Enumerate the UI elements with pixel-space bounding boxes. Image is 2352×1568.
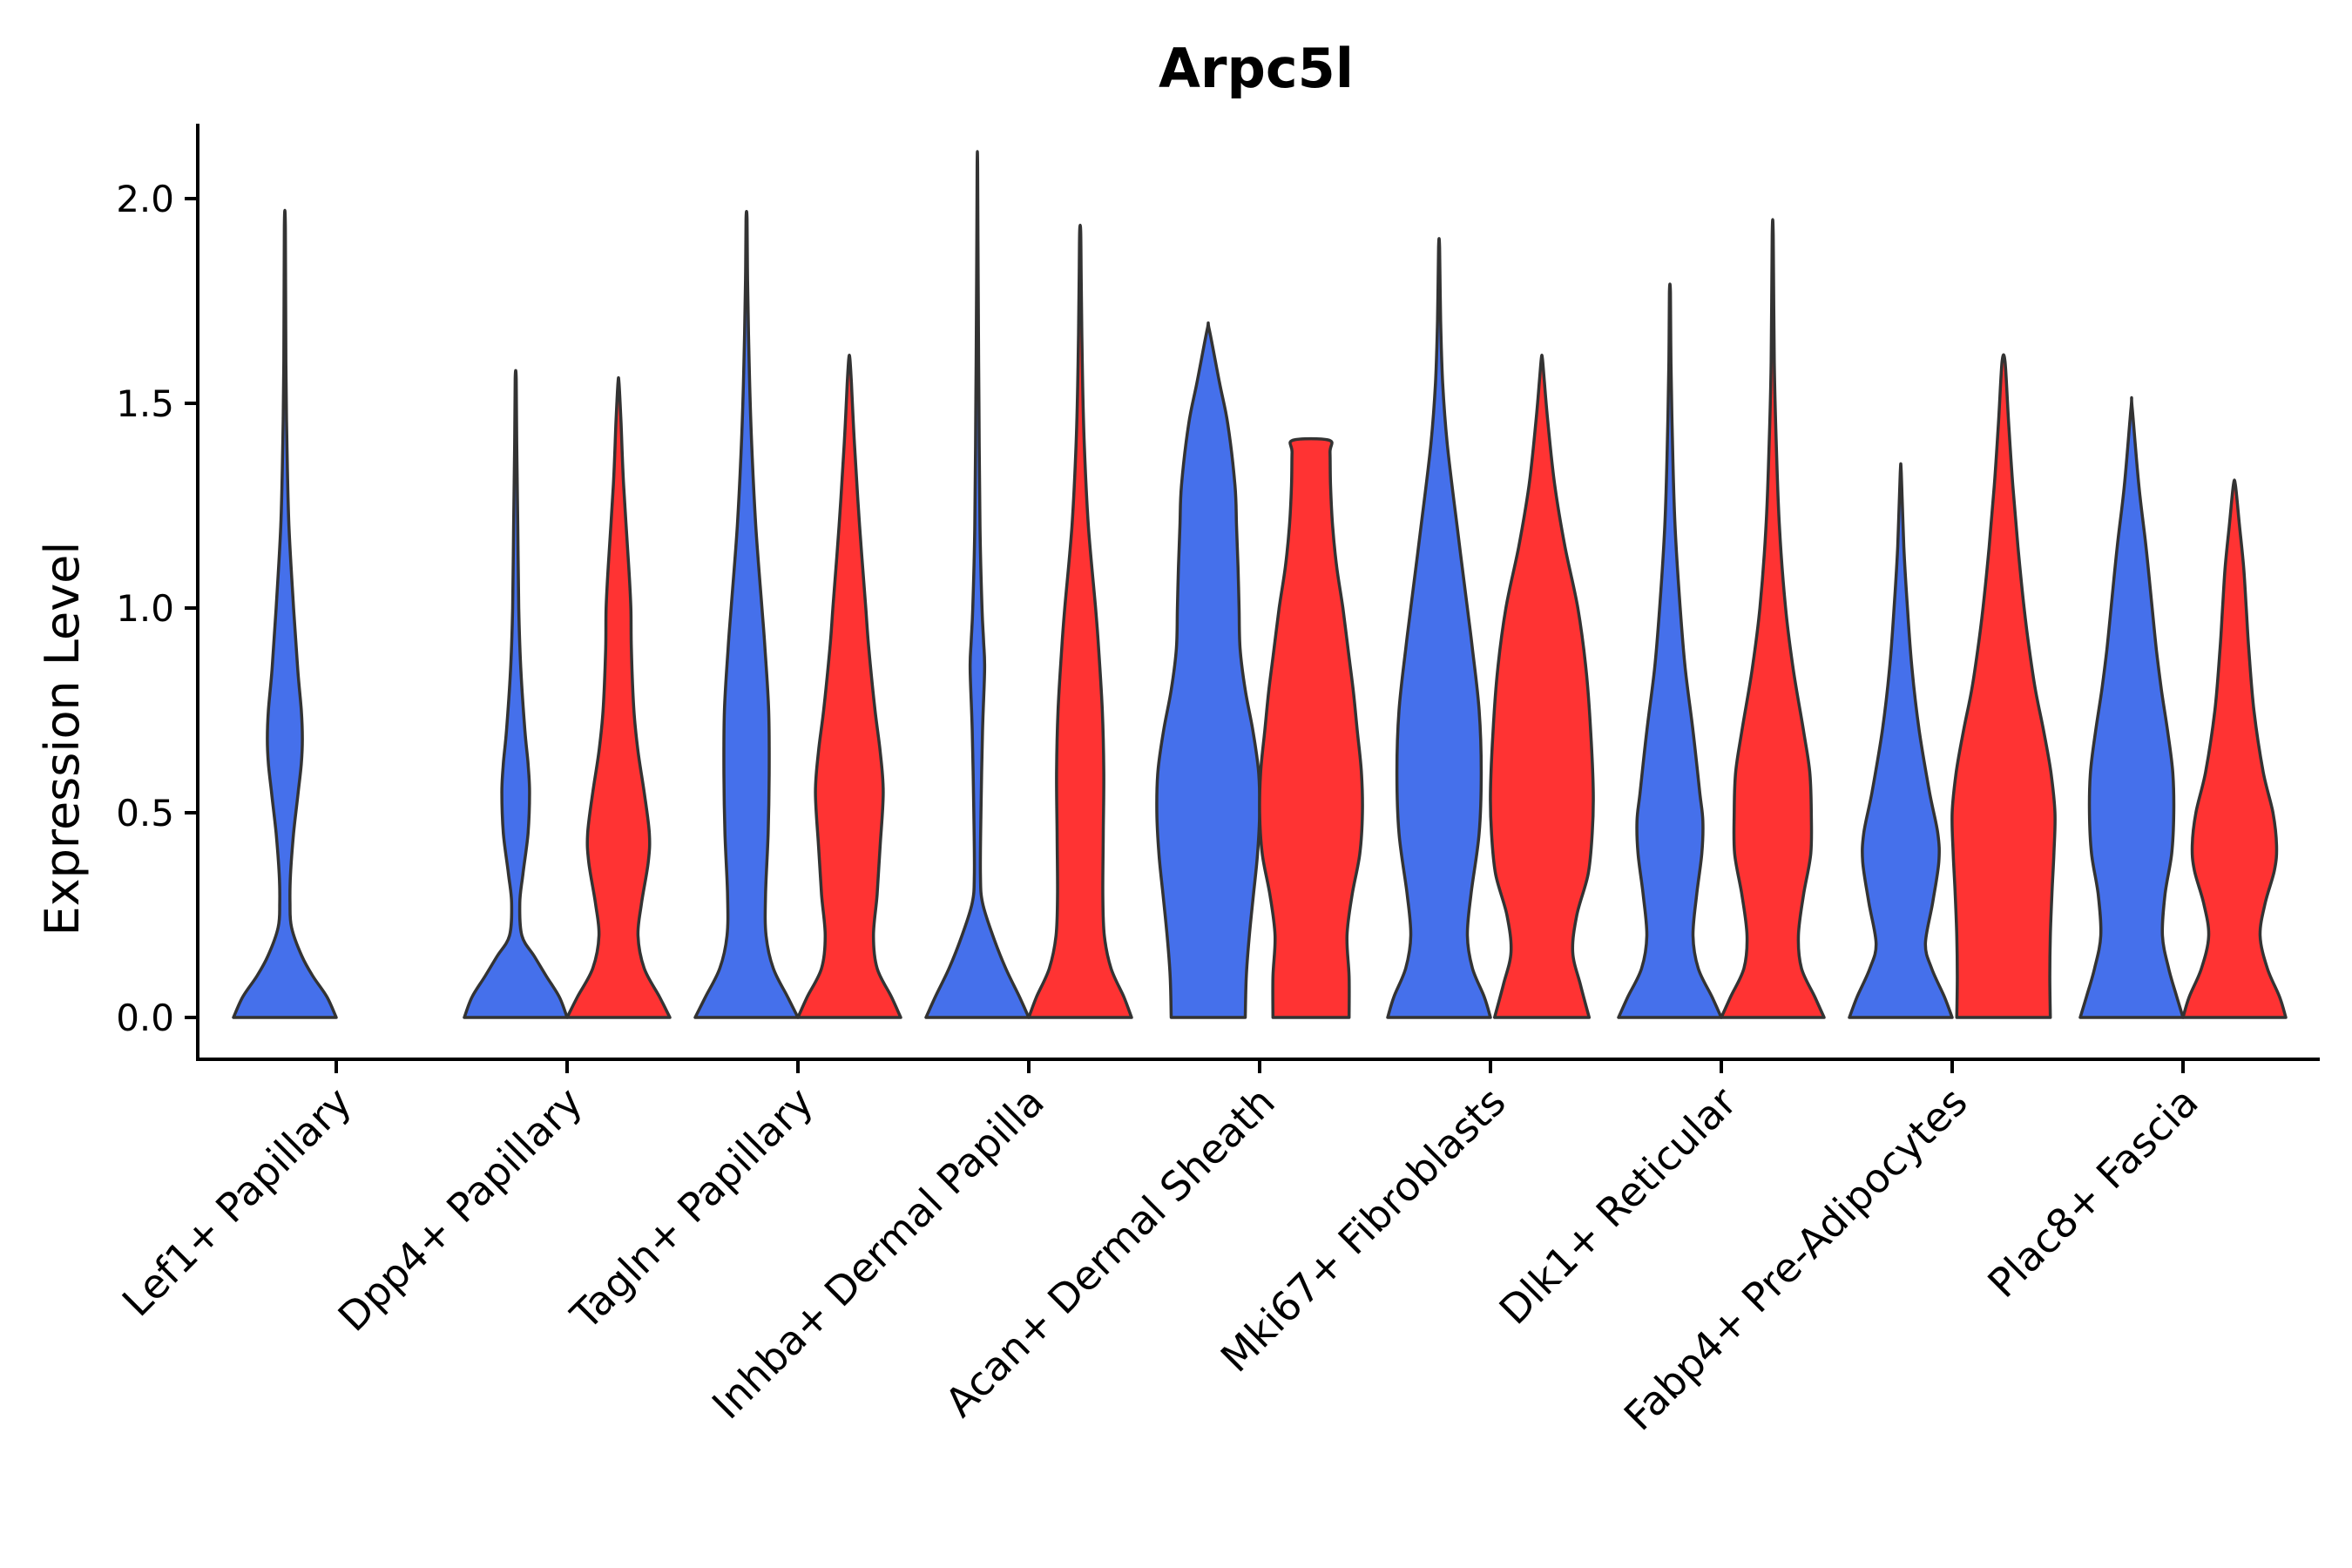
violin-blue-4 xyxy=(1155,321,1261,1019)
violin-blue-8 xyxy=(2078,395,2185,1019)
violin-blue-0 xyxy=(232,208,338,1019)
y-ticks: 0.0 0.5 1.0 1.5 2.0 xyxy=(116,178,198,1039)
x-tick-label: Lef1+ Papillary xyxy=(113,1078,361,1326)
x-tick-label: Plac8+ Fascia xyxy=(1978,1078,2207,1307)
violin-blue-6 xyxy=(1617,282,1723,1019)
violin-red-3 xyxy=(1027,223,1133,1019)
x-tick-label: Dpp4+ Papillary xyxy=(329,1078,591,1341)
y-tick-label: 1.0 xyxy=(116,587,174,630)
x-tick-label: Dlk1+ Reticular xyxy=(1490,1078,1746,1334)
violin-red-1 xyxy=(565,375,672,1019)
violin-red-5 xyxy=(1489,354,1595,1019)
violin-blue-3 xyxy=(924,150,1031,1019)
violin-red-4 xyxy=(1258,436,1364,1019)
violin-red-6 xyxy=(1720,218,1826,1019)
y-tick-label: 1.5 xyxy=(116,382,174,425)
x-tick-label: Tagln+ Papillary xyxy=(561,1078,822,1340)
violin-blue-7 xyxy=(1848,462,1954,1019)
y-tick-label: 2.0 xyxy=(116,178,174,220)
violin-blue-1 xyxy=(463,368,569,1019)
violins-layer xyxy=(232,150,2288,1019)
violin-red-2 xyxy=(796,354,902,1019)
violin-red-7 xyxy=(1950,353,2057,1019)
y-tick-label: 0.5 xyxy=(116,792,174,835)
y-axis-label: Expression Level xyxy=(35,542,90,936)
violin-red-8 xyxy=(2181,478,2288,1019)
violin-blue-2 xyxy=(693,209,800,1019)
chart-title: Arpc5l xyxy=(1159,37,1354,100)
violin-blue-5 xyxy=(1386,237,1492,1019)
y-tick-label: 0.0 xyxy=(116,997,174,1039)
